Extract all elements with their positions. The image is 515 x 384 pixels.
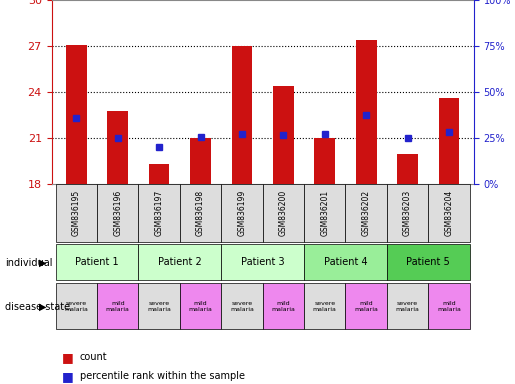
FancyBboxPatch shape (428, 184, 470, 242)
Bar (66, 45, 87, 184)
FancyBboxPatch shape (428, 283, 470, 329)
Text: GSM836204: GSM836204 (444, 190, 454, 236)
FancyBboxPatch shape (221, 283, 263, 329)
Text: Patient 5: Patient 5 (406, 257, 450, 267)
FancyBboxPatch shape (304, 244, 387, 280)
Text: ▶: ▶ (39, 258, 46, 268)
FancyBboxPatch shape (263, 184, 304, 242)
FancyBboxPatch shape (139, 184, 180, 242)
Bar (190, 138, 211, 184)
FancyBboxPatch shape (139, 283, 180, 329)
Text: ▶: ▶ (39, 302, 46, 312)
Bar (314, 138, 335, 184)
Text: mild
malaria: mild malaria (354, 301, 378, 312)
FancyBboxPatch shape (387, 283, 428, 329)
Text: GSM836200: GSM836200 (279, 190, 288, 236)
FancyBboxPatch shape (346, 184, 387, 242)
Text: GSM836195: GSM836195 (72, 190, 81, 236)
FancyBboxPatch shape (180, 283, 221, 329)
FancyBboxPatch shape (221, 184, 263, 242)
Bar (397, 154, 418, 184)
Text: mild
malaria: mild malaria (437, 301, 461, 312)
Text: severe
malaria: severe malaria (230, 301, 254, 312)
Bar (273, 86, 294, 184)
Text: GSM836201: GSM836201 (320, 190, 329, 236)
FancyBboxPatch shape (56, 244, 139, 280)
Bar (149, 164, 169, 184)
Text: GSM836202: GSM836202 (362, 190, 371, 236)
Bar (439, 98, 459, 184)
Text: GSM836203: GSM836203 (403, 190, 412, 236)
FancyBboxPatch shape (97, 184, 139, 242)
Text: mild
malaria: mild malaria (106, 301, 130, 312)
Bar (232, 46, 252, 184)
Text: ■: ■ (62, 351, 74, 364)
Text: severe
malaria: severe malaria (313, 301, 337, 312)
FancyBboxPatch shape (139, 244, 221, 280)
FancyBboxPatch shape (304, 184, 346, 242)
Text: Patient 2: Patient 2 (158, 257, 202, 267)
Text: mild
malaria: mild malaria (188, 301, 213, 312)
Text: GSM836197: GSM836197 (154, 190, 164, 236)
Text: GSM836198: GSM836198 (196, 190, 205, 236)
Text: severe
malaria: severe malaria (64, 301, 88, 312)
FancyBboxPatch shape (387, 184, 428, 242)
Text: GSM836196: GSM836196 (113, 190, 122, 236)
FancyBboxPatch shape (180, 184, 221, 242)
FancyBboxPatch shape (304, 283, 346, 329)
Text: Patient 1: Patient 1 (75, 257, 119, 267)
FancyBboxPatch shape (97, 283, 139, 329)
Text: Patient 3: Patient 3 (241, 257, 284, 267)
FancyBboxPatch shape (263, 283, 304, 329)
FancyBboxPatch shape (56, 184, 97, 242)
Text: GSM836199: GSM836199 (237, 190, 247, 236)
Text: disease state: disease state (5, 302, 70, 312)
Text: percentile rank within the sample: percentile rank within the sample (80, 371, 245, 381)
Text: Patient 4: Patient 4 (323, 257, 367, 267)
FancyBboxPatch shape (346, 283, 387, 329)
Text: ■: ■ (62, 370, 74, 383)
FancyBboxPatch shape (387, 244, 470, 280)
Text: individual: individual (5, 258, 53, 268)
Bar (356, 40, 376, 184)
Text: mild
malaria: mild malaria (271, 301, 295, 312)
Text: severe
malaria: severe malaria (396, 301, 420, 312)
Text: count: count (80, 352, 108, 362)
Text: severe
malaria: severe malaria (147, 301, 171, 312)
Bar (108, 111, 128, 184)
FancyBboxPatch shape (221, 244, 304, 280)
FancyBboxPatch shape (56, 283, 97, 329)
